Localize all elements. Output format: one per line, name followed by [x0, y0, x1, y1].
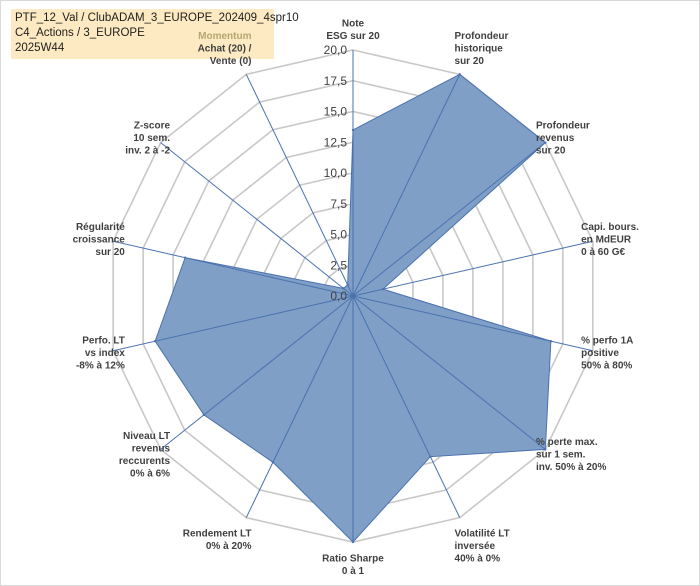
axis-label-9-line-2: reccurents: [119, 456, 171, 467]
axis-label-2-line-2: sur 20: [536, 145, 566, 156]
title-line-3: 2025W44: [15, 42, 65, 54]
data-point-12: [342, 287, 345, 290]
axis-label-8: Rendement LT 0% à 20%: [183, 528, 252, 552]
axis-label-10-line-1: vs index: [85, 348, 125, 359]
axis-label-7-line-0: Ratio Sharpe: [322, 554, 384, 565]
spoke-9: [160, 295, 354, 450]
axis-label-13-line-0: Momentum: [198, 31, 251, 42]
spoke-6: [352, 295, 461, 518]
axis-label-11-line-0: Régularité: [76, 222, 125, 233]
spoke-10: [113, 295, 354, 352]
spoke-2: [352, 142, 546, 297]
spoke-11: [113, 240, 354, 297]
axis-label-6-line-2: 40% à 0%: [455, 553, 501, 564]
data-point-11: [183, 256, 187, 259]
axis-label-7: Ratio Sharpe 0 à 1: [322, 554, 384, 578]
data-point-6: [429, 455, 432, 458]
axis-label-6-line-1: inversée: [455, 541, 496, 552]
tick-label-7: 17,5: [324, 74, 348, 88]
tick-label-0: 0,0: [330, 289, 347, 303]
tick-label-8: 20,0: [324, 43, 348, 57]
axis-label-9: Niveau LT revenus reccurents 0% à 6%: [119, 431, 171, 480]
tick-label-1: 2,5: [330, 258, 347, 272]
axis-label-9-line-3: 0% à 6%: [130, 468, 170, 479]
axis-label-7-line-1: 0 à 1: [342, 566, 365, 577]
spoke-4: [352, 295, 593, 352]
tick-label-2: 5,0: [330, 228, 347, 242]
spoke-13: [245, 74, 354, 297]
axis-label-12: Z-score 10 sem. inv. 2 à -2: [125, 120, 170, 156]
data-point-5: [544, 448, 547, 451]
axis-label-5-line-1: sur 1 sem.: [536, 450, 586, 461]
tick-label-5: 12,5: [324, 135, 348, 149]
axis-label-1-line-0: Profondeur: [455, 31, 509, 42]
data-point-8: [271, 461, 275, 464]
axis-label-4: % perfo 1A positive 50% à 80%: [581, 335, 633, 371]
data-point-0: [351, 128, 355, 132]
axis-label-4-line-0: % perfo 1A: [581, 335, 633, 346]
axis-label-10-line-0: Perfo. LT: [82, 335, 125, 346]
axis-label-3-line-2: 0 à 60 G€: [581, 247, 625, 258]
data-point-10: [153, 339, 157, 343]
tick-label-6: 15,0: [324, 105, 348, 119]
axis-label-1: Profondeur historique sur 20: [455, 31, 509, 67]
axis-label-5-line-2: inv. 50% à 20%: [536, 462, 607, 473]
axis-label-5-line-0: % perte max.: [536, 437, 598, 448]
spoke-5: [352, 295, 546, 450]
axis-label-1-line-1: historique: [455, 44, 504, 55]
axis-label-6: Volatilité LT inversée 40% à 0%: [455, 528, 510, 564]
axis-label-5: % perte max. sur 1 sem. inv. 50% à 20%: [536, 437, 607, 473]
title-line-1: PTF_12_Val / ClubADAM_3_EUROPE_202409_4s…: [15, 12, 299, 24]
axis-label-4-line-1: positive: [581, 348, 619, 359]
data-point-7: [351, 540, 355, 544]
axis-label-0: Note ESG sur 20: [326, 19, 380, 43]
axis-label-11-line-2: sur 20: [95, 247, 125, 258]
data-point-4: [549, 339, 553, 343]
data-point-3: [381, 287, 385, 291]
spoke-1: [352, 74, 461, 297]
axis-label-10-line-2: -8% à 12%: [76, 360, 125, 371]
axis-label-4-line-2: 50% à 80%: [581, 360, 632, 371]
axis-label-13-line-2: Vente (0): [210, 56, 252, 67]
spoke-8: [245, 295, 354, 518]
axis-label-0-line-0: Note: [342, 19, 365, 30]
axis-label-3-line-0: Capi. bours.: [581, 222, 639, 233]
axis-label-9-line-0: Niveau LT: [123, 431, 170, 442]
axis-label-12-line-0: Z-score: [134, 120, 171, 131]
data-point-2: [544, 141, 547, 144]
axis-label-3: Capi. bours. en MdEUR 0 à 60 G€: [581, 222, 639, 258]
axis-label-12-line-2: inv. 2 à -2: [125, 145, 170, 156]
axis-label-13-line-1: Achat (20) /: [198, 44, 252, 55]
axis-label-11: Régularité croissance sur 20: [73, 222, 126, 258]
axis-label-2: Profondeur revenus sur 20: [536, 120, 590, 156]
tick-label-4: 10,0: [324, 166, 348, 180]
axis-label-8-line-0: Rendement LT: [183, 528, 252, 539]
axis-label-10: Perfo. LT vs index -8% à 12%: [76, 335, 125, 371]
axis-label-13: Momentum Achat (20) / Vente (0): [198, 31, 252, 67]
spoke-12: [160, 142, 354, 297]
data-point-9: [202, 413, 206, 417]
axis-label-1-line-2: sur 20: [455, 56, 485, 67]
axis-label-9-line-1: revenus: [132, 443, 171, 454]
axis-label-6-line-0: Volatilité LT: [455, 528, 510, 539]
tick-label-3: 7,5: [330, 197, 347, 211]
data-point-1: [458, 73, 461, 76]
chart-title-box: PTF_12_Val / ClubADAM_3_EUROPE_202409_4s…: [11, 9, 299, 59]
title-line-2: C4_Actions / 3_EUROPE: [15, 27, 145, 39]
axis-label-2-line-1: revenus: [536, 133, 575, 144]
axis-label-12-line-1: 10 sem.: [133, 133, 170, 144]
axis-label-0-line-1: ESG sur 20: [326, 31, 380, 42]
axis-label-3-line-1: en MdEUR: [581, 235, 632, 246]
axis-label-8-line-1: 0% à 20%: [206, 541, 252, 552]
spoke-3: [352, 240, 593, 297]
data-point-13: [346, 283, 349, 287]
axis-label-11-line-1: croissance: [73, 235, 126, 246]
axis-label-2-line-0: Profondeur: [536, 120, 590, 131]
